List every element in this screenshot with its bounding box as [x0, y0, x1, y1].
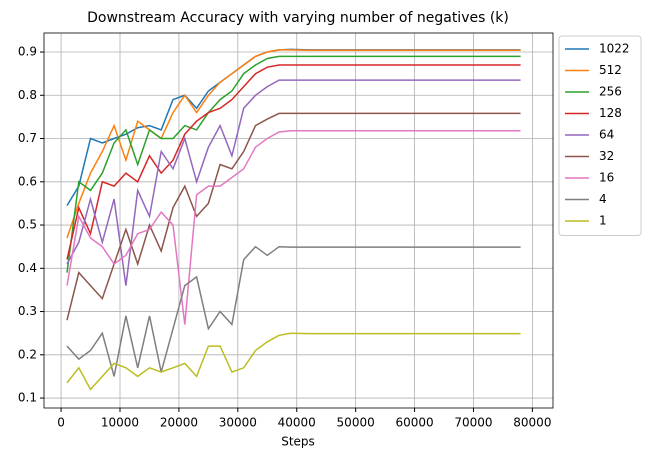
- x-tick-label: 70000: [454, 416, 492, 430]
- series-line: [66, 49, 521, 239]
- x-tick-label: 30000: [219, 416, 257, 430]
- x-axis-label: Steps: [281, 435, 315, 449]
- x-tick-label: 80000: [513, 416, 551, 430]
- legend-label: 128: [599, 106, 622, 120]
- chart-title: Downstream Accuracy with varying number …: [87, 10, 509, 26]
- legend-label: 1022: [599, 42, 630, 56]
- x-tick-label: 20000: [160, 416, 198, 430]
- legend-label: 1: [599, 214, 607, 228]
- y-tick-label: 0.2: [18, 347, 37, 361]
- x-tick-label: 10000: [101, 416, 139, 430]
- series-line: [66, 332, 521, 391]
- y-tick-label: 0.3: [18, 304, 37, 318]
- plot-frame: [43, 32, 554, 409]
- series-line: [66, 64, 521, 260]
- series-line: [66, 55, 521, 273]
- y-tick-label: 0.7: [18, 131, 37, 145]
- y-tick-label: 0.6: [18, 174, 37, 188]
- legend-box: [558, 35, 642, 236]
- legend-label: 256: [599, 85, 622, 99]
- legend-label: 32: [599, 149, 614, 163]
- x-tick-label: 0: [57, 416, 65, 430]
- series-line: [66, 130, 521, 325]
- y-tick-label: 0.8: [18, 88, 37, 102]
- series-line: [66, 245, 521, 377]
- y-tick-label: 0.9: [18, 45, 37, 59]
- x-tick-label: 50000: [337, 416, 375, 430]
- x-tick-label: 40000: [278, 416, 316, 430]
- series-line: [66, 79, 521, 286]
- series-line: [66, 112, 521, 321]
- y-tick-label: 0.4: [18, 261, 37, 275]
- legend-label: 4: [599, 192, 607, 206]
- x-tick-label: 60000: [395, 416, 433, 430]
- legend-label: 512: [599, 63, 622, 77]
- y-tick-label: 0.1: [18, 391, 37, 405]
- y-tick-label: 0.5: [18, 218, 37, 232]
- legend-label: 16: [599, 171, 614, 185]
- legend-label: 64: [599, 128, 614, 142]
